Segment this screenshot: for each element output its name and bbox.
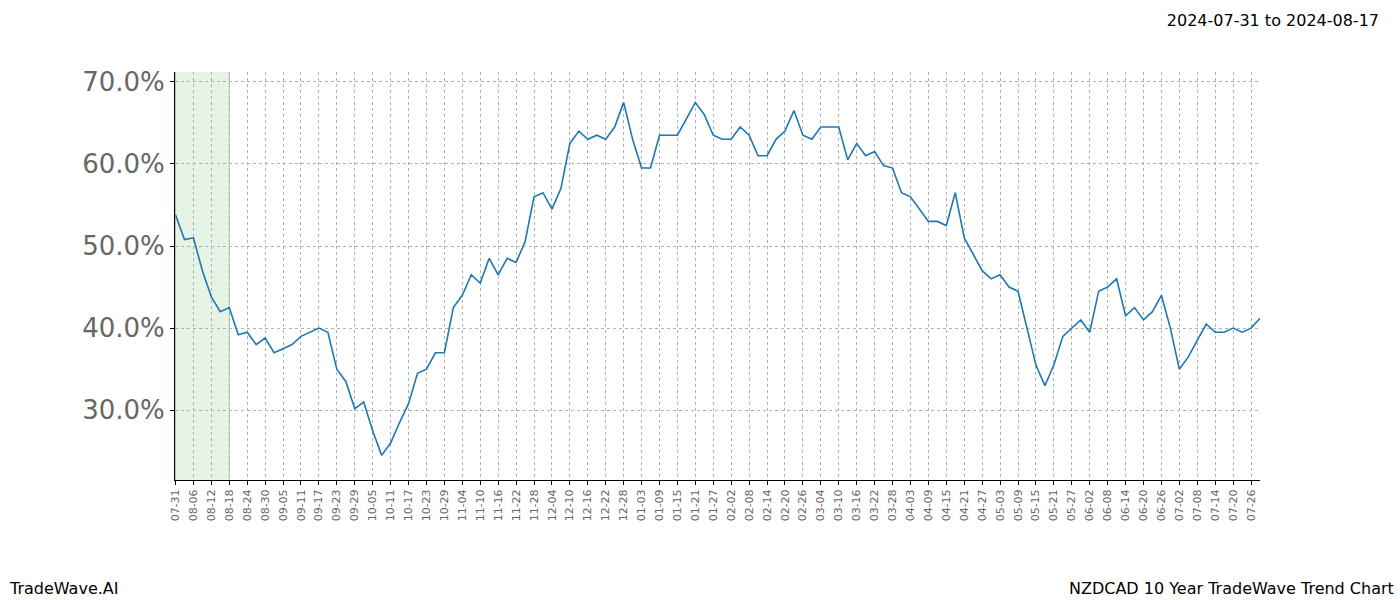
svg-text:40.0%: 40.0%	[82, 313, 165, 343]
svg-text:03-16: 03-16	[850, 489, 863, 521]
svg-text:05-09: 05-09	[1012, 489, 1025, 521]
svg-text:03-10: 03-10	[832, 489, 845, 521]
svg-text:07-08: 07-08	[1191, 489, 1204, 521]
svg-text:01-21: 01-21	[689, 489, 702, 521]
svg-text:02-08: 02-08	[743, 489, 756, 521]
svg-text:08-18: 08-18	[223, 489, 236, 521]
svg-text:09-23: 09-23	[330, 489, 343, 521]
svg-text:05-27: 05-27	[1065, 489, 1078, 521]
svg-text:05-03: 05-03	[994, 489, 1007, 521]
svg-text:09-17: 09-17	[312, 489, 325, 521]
svg-text:02-14: 02-14	[761, 489, 774, 521]
svg-text:12-10: 12-10	[563, 489, 576, 521]
svg-text:08-12: 08-12	[205, 489, 218, 521]
svg-text:09-05: 09-05	[277, 489, 290, 521]
svg-text:03-22: 03-22	[868, 489, 881, 521]
svg-text:06-02: 06-02	[1083, 489, 1096, 521]
svg-text:07-26: 07-26	[1245, 489, 1258, 521]
svg-text:08-24: 08-24	[241, 489, 254, 521]
svg-text:11-04: 11-04	[456, 489, 469, 521]
svg-text:30.0%: 30.0%	[82, 395, 165, 425]
svg-text:08-06: 08-06	[187, 489, 200, 521]
svg-text:11-28: 11-28	[528, 489, 541, 521]
svg-text:NZDCAD 10 Year TradeWave Trend: NZDCAD 10 Year TradeWave Trend Chart	[1069, 579, 1394, 598]
svg-text:05-15: 05-15	[1030, 489, 1043, 521]
svg-text:2024-07-31 to 2024-08-17: 2024-07-31 to 2024-08-17	[1167, 11, 1379, 30]
svg-text:12-04: 12-04	[546, 489, 559, 521]
svg-text:12-16: 12-16	[581, 489, 594, 521]
svg-text:12-22: 12-22	[599, 489, 612, 521]
svg-text:11-16: 11-16	[492, 489, 505, 521]
svg-text:10-05: 10-05	[366, 489, 379, 521]
svg-text:01-03: 01-03	[635, 489, 648, 521]
svg-text:03-28: 03-28	[886, 489, 899, 521]
svg-text:10-17: 10-17	[402, 489, 415, 521]
svg-text:06-26: 06-26	[1155, 489, 1168, 521]
svg-text:02-20: 02-20	[779, 489, 792, 521]
svg-text:05-21: 05-21	[1047, 489, 1060, 521]
svg-text:04-21: 04-21	[958, 489, 971, 521]
svg-text:09-11: 09-11	[295, 489, 308, 521]
svg-text:02-02: 02-02	[725, 489, 738, 521]
svg-text:06-08: 06-08	[1101, 489, 1114, 521]
svg-text:06-14: 06-14	[1119, 489, 1132, 521]
svg-text:04-09: 04-09	[922, 489, 935, 521]
svg-text:09-29: 09-29	[348, 489, 361, 521]
svg-text:07-02: 07-02	[1173, 489, 1186, 521]
svg-text:04-03: 04-03	[904, 489, 917, 521]
svg-text:07-14: 07-14	[1209, 489, 1222, 521]
svg-text:60.0%: 60.0%	[82, 149, 165, 179]
svg-text:10-23: 10-23	[420, 489, 433, 521]
svg-text:11-22: 11-22	[510, 489, 523, 521]
svg-text:01-09: 01-09	[653, 489, 666, 521]
svg-text:12-28: 12-28	[617, 489, 630, 521]
svg-text:03-04: 03-04	[814, 489, 827, 521]
svg-text:10-11: 10-11	[384, 489, 397, 521]
svg-text:04-15: 04-15	[940, 489, 953, 521]
svg-text:01-27: 01-27	[707, 489, 720, 521]
svg-text:08-30: 08-30	[259, 489, 272, 521]
svg-text:06-20: 06-20	[1137, 489, 1150, 521]
svg-text:07-20: 07-20	[1227, 489, 1240, 521]
svg-text:07-31: 07-31	[169, 489, 182, 521]
svg-text:01-15: 01-15	[671, 489, 684, 521]
svg-text:10-29: 10-29	[438, 489, 451, 521]
svg-text:TradeWave.AI: TradeWave.AI	[9, 579, 118, 598]
svg-text:04-27: 04-27	[976, 489, 989, 521]
svg-text:02-26: 02-26	[796, 489, 809, 521]
svg-text:11-10: 11-10	[474, 489, 487, 521]
svg-text:70.0%: 70.0%	[82, 67, 165, 97]
svg-text:50.0%: 50.0%	[82, 231, 165, 261]
